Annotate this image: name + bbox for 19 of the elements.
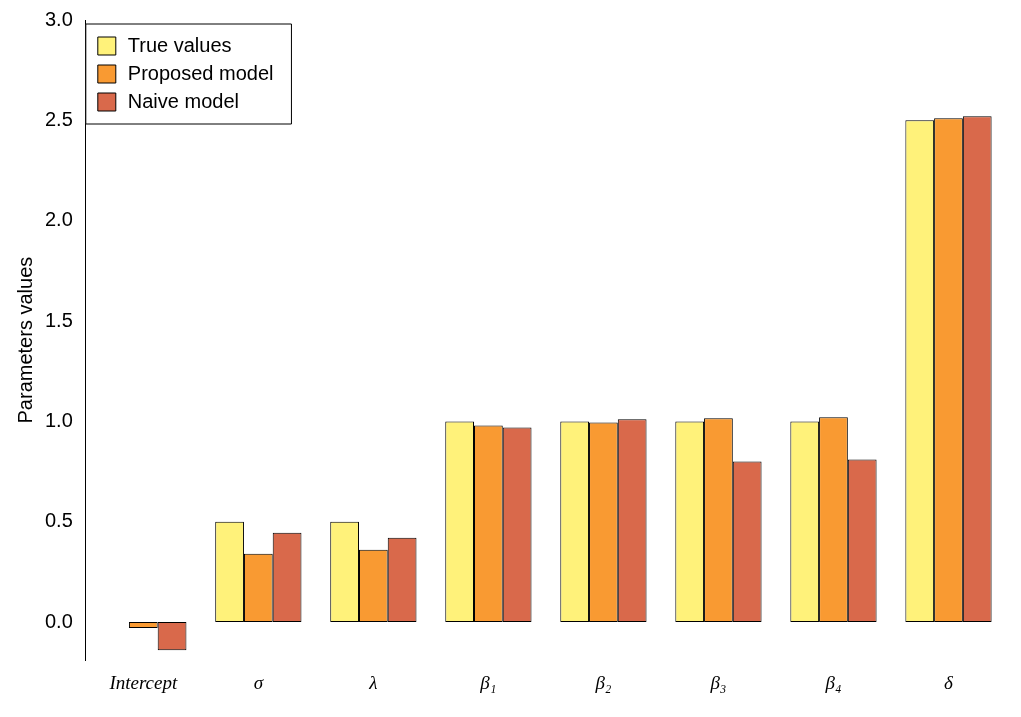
x-tick-label: β₃: [709, 671, 727, 693]
y-tick-label: 1.5: [44, 308, 73, 331]
x-tick-label: λ: [368, 671, 378, 693]
y-tick-label: 3.0: [44, 7, 73, 30]
y-axis-title: Parameters values: [13, 256, 36, 424]
y-tick-label: 1.0: [44, 408, 73, 431]
x-tick-label: σ: [253, 671, 264, 693]
legend-label: True values: [127, 33, 232, 56]
x-tick-label: β₁: [479, 671, 497, 693]
y-tick-label: 2.0: [44, 208, 73, 231]
legend-label: Proposed model: [127, 61, 274, 84]
legend-label: Naive model: [127, 89, 239, 112]
y-tick-label: 0.0: [44, 609, 73, 632]
x-tick-label: β₄: [824, 671, 842, 693]
y-tick-label: 2.5: [44, 107, 73, 130]
x-tick-label: β₂: [594, 671, 612, 693]
x-tick-label: Intercept: [108, 671, 178, 693]
y-tick-label: 0.5: [44, 509, 73, 532]
x-tick-label: δ: [944, 671, 955, 693]
